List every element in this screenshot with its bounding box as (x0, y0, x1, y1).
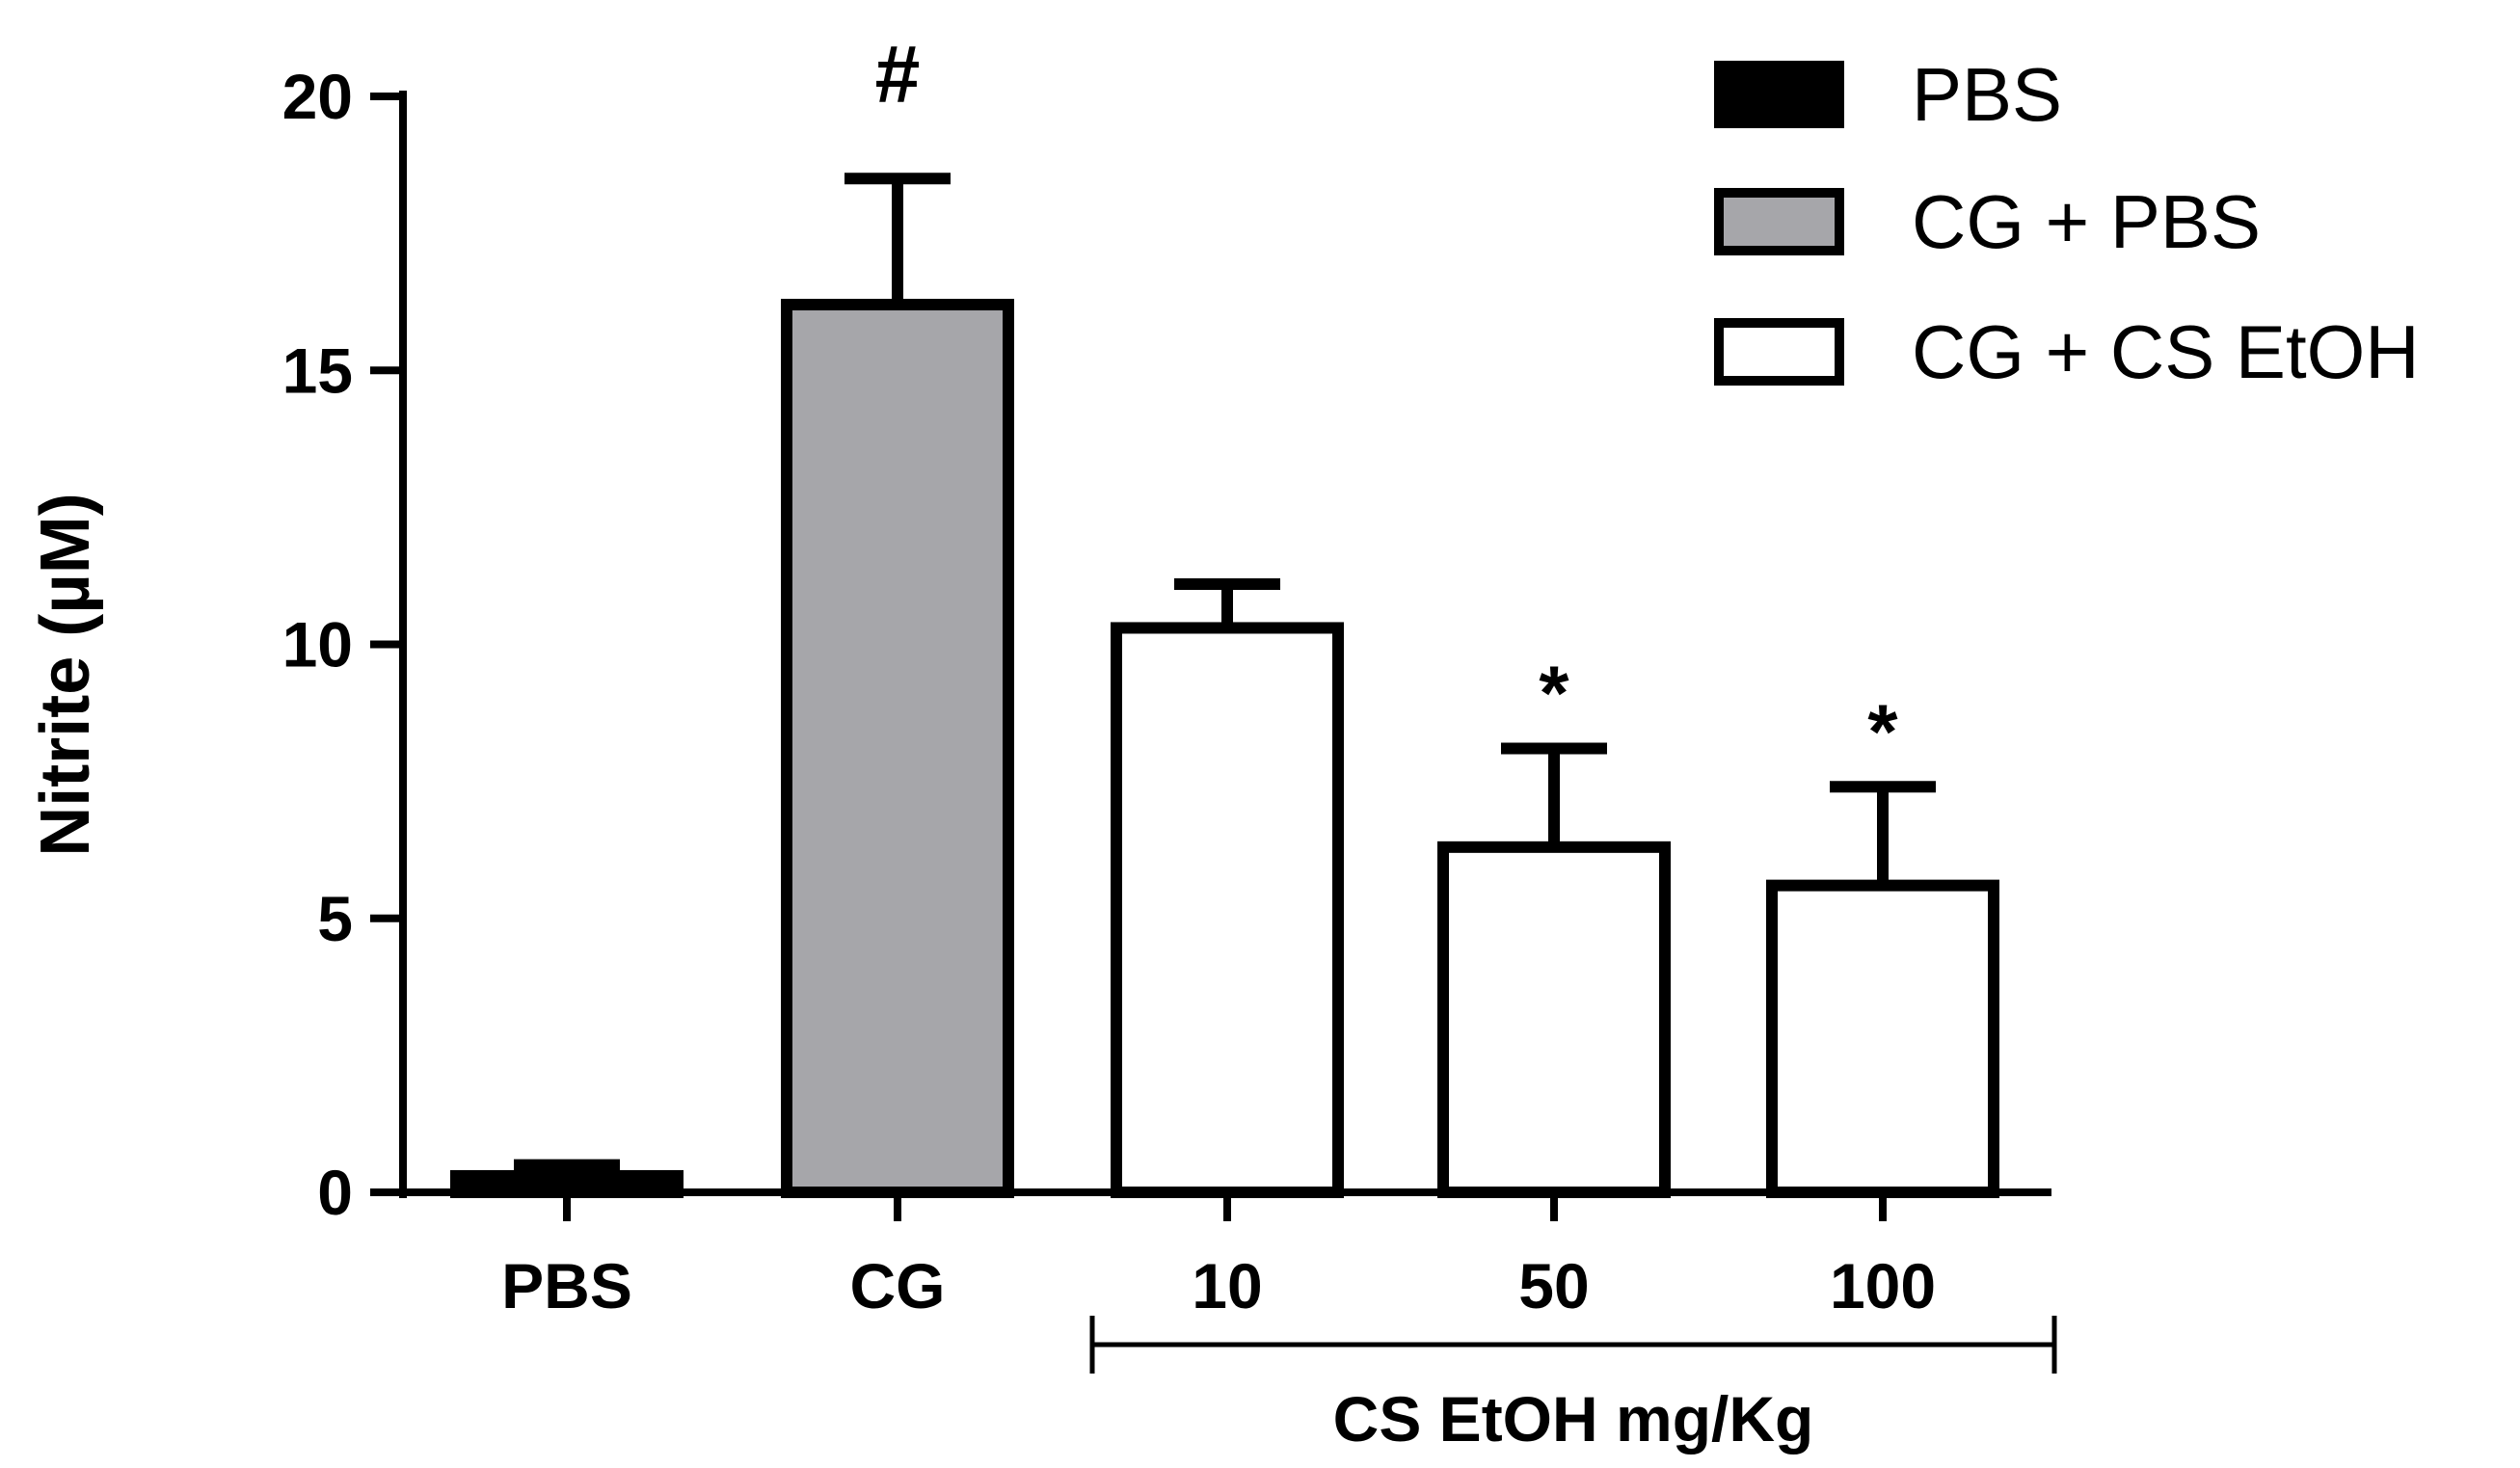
bars (450, 173, 1999, 1198)
y-tick-label-15: 15 (282, 334, 353, 406)
bar-PBS (450, 1169, 684, 1198)
legend-label-3: CG + CS EtOH (1912, 309, 2420, 394)
x-tick-label-CG: CG (850, 1250, 946, 1321)
x-tick-label-10: 10 (1192, 1250, 1262, 1321)
bar-100 (1766, 879, 1999, 1198)
legend-item-3: CG + CS EtOH (1714, 309, 2420, 394)
x-tick-label-PBS: PBS (501, 1250, 632, 1321)
bar-50 (1437, 841, 1671, 1198)
y-tick-label-0: 0 (317, 1157, 353, 1228)
legend-item-2: CG + PBS (1714, 179, 2261, 264)
legend-item-1: PBS (1714, 52, 2062, 137)
legend-label-2: CG + PBS (1912, 179, 2261, 264)
x-tick-label-50: 50 (1518, 1250, 1589, 1321)
group-label: CS EtOH mg/Kg (1333, 1383, 1814, 1455)
significance-asterisk-100: * (1867, 688, 1898, 774)
y-tick-label-20: 20 (282, 61, 353, 132)
bar-group-10 (1111, 577, 1344, 1198)
y-axis: 0 5 10 15 20 (282, 61, 407, 1228)
legend-swatch-1 (1714, 61, 1844, 128)
bar-group-CG (781, 173, 1014, 1198)
bar-group-PBS (450, 1159, 684, 1198)
legend-label-1: PBS (1912, 52, 2062, 137)
legend-swatch-2 (1714, 188, 1844, 255)
bar-10 (1111, 622, 1344, 1198)
significance-hash-CG: # (875, 28, 921, 119)
bar-group-100 (1766, 781, 1999, 1198)
bar-CG (781, 299, 1014, 1198)
y-axis-title: Nitrite (µM) (27, 493, 104, 856)
legend-swatch-3 (1714, 318, 1844, 386)
legend: PBS CG + PBS CG + CS EtOH (1714, 52, 2420, 394)
x-axis: PBS CG 10 50 100 (399, 1188, 2051, 1321)
annotations: # * * (875, 28, 1899, 774)
significance-asterisk-50: * (1539, 651, 1569, 736)
y-tick-label-5: 5 (317, 883, 353, 954)
bar-group-50 (1437, 742, 1671, 1198)
y-tick-label-10: 10 (282, 609, 353, 681)
x-tick-label-100: 100 (1830, 1250, 1936, 1321)
group-bracket: CS EtOH mg/Kg (1089, 1316, 2057, 1455)
